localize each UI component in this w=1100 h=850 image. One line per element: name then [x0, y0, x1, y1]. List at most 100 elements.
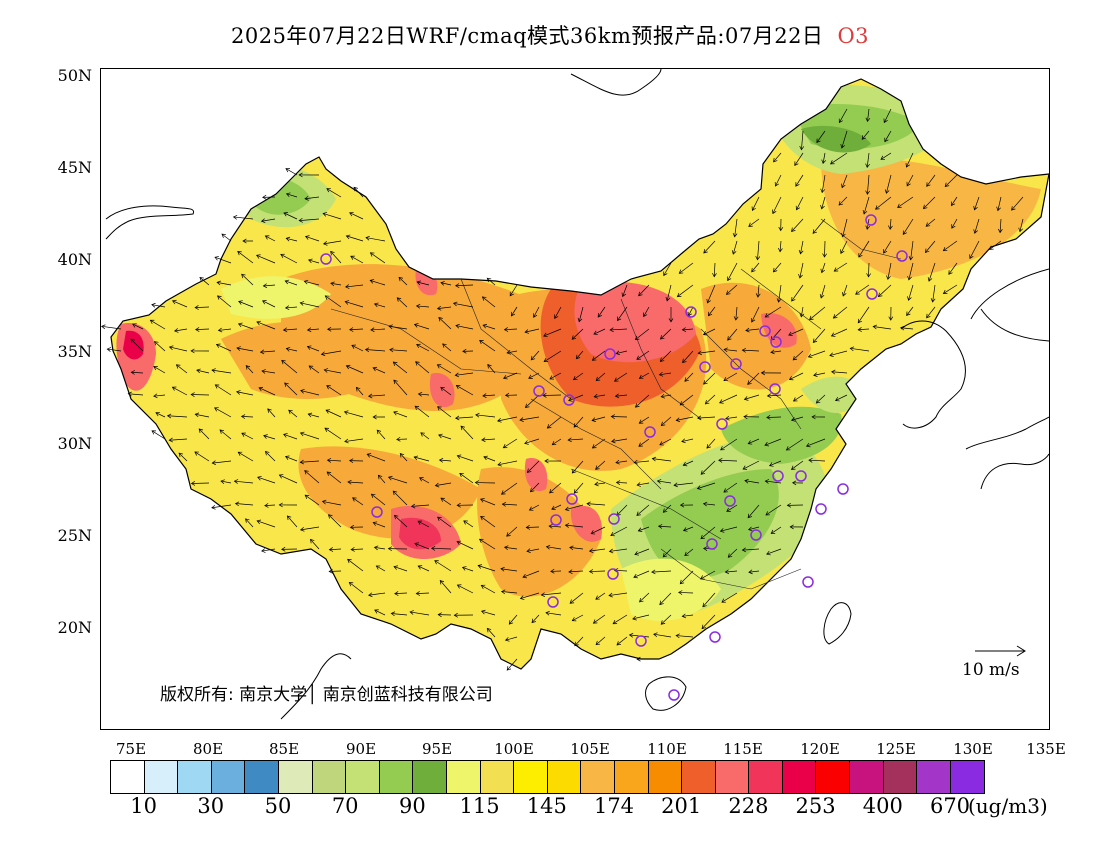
wind-arrowhead: [393, 379, 398, 385]
wind-arrowhead: [278, 474, 284, 479]
wind-arrowhead: [675, 417, 681, 423]
wind-arrowhead: [659, 357, 665, 362]
wind-arrow: [808, 350, 826, 358]
wind-arrow: [437, 364, 452, 374]
wind-arrowhead: [795, 205, 801, 211]
wind-arrowhead: [413, 323, 419, 328]
wind-arrowhead: [106, 347, 112, 352]
wind-arrowhead: [414, 542, 419, 547]
wind-arrow: [723, 482, 738, 493]
wind-arrow: [721, 592, 738, 603]
wind-arrow: [742, 548, 760, 551]
wind-arrow: [658, 525, 672, 528]
wind-arrow: [779, 240, 782, 252]
wind-arrow: [480, 516, 496, 528]
wind-arrow: [501, 591, 518, 594]
wind-arrowhead: [841, 183, 846, 189]
wind-arrow: [238, 451, 254, 462]
wind-arrowhead: [236, 346, 241, 351]
ozone-contour: [761, 313, 797, 348]
wind-scale-arrowhead: [1016, 645, 1026, 657]
wind-arrowhead: [417, 391, 423, 397]
wind-arrow: [215, 384, 232, 396]
wind-arrowhead: [501, 501, 507, 507]
ozone-contour: [701, 282, 811, 390]
wind-arrowhead: [245, 365, 251, 370]
wind-arrow: [547, 416, 562, 429]
coastline: [970, 268, 1049, 320]
wind-arrowhead: [343, 410, 349, 415]
wind-arrowhead: [326, 458, 332, 463]
wind-arrowhead: [437, 516, 442, 521]
wind-arrow: [321, 350, 342, 355]
wind-arrow: [308, 259, 320, 264]
wind-arrow: [238, 301, 254, 308]
wind-arrow: [778, 284, 782, 303]
wind-arrowhead: [608, 548, 614, 554]
wind-arrow: [724, 349, 738, 352]
wind-arrow: [172, 300, 188, 308]
wind-arrowhead: [925, 222, 931, 227]
ozone-contour: [621, 558, 721, 621]
wind-arrow: [589, 570, 606, 572]
wind-arrow: [520, 592, 540, 599]
wind-arrowhead: [237, 322, 243, 328]
wind-arrow: [622, 284, 628, 297]
wind-arrow: [908, 284, 914, 301]
wind-arrow: [568, 570, 584, 573]
wind-arrowhead: [681, 613, 687, 619]
wind-arrowhead: [791, 227, 796, 233]
wind-arrow: [287, 515, 298, 528]
wind-arrow: [839, 108, 848, 123]
title-text: 2025年07月22日WRF/cmaq模式36km预报产品:07月22日: [230, 24, 824, 48]
wind-arrow: [822, 152, 826, 164]
wind-arrowhead: [764, 313, 770, 318]
wind-arrowhead: [569, 545, 574, 551]
legend-label: 90: [399, 794, 426, 818]
wind-arrowhead: [838, 201, 844, 206]
ozone-contour: [123, 330, 144, 360]
wind-arrowhead: [264, 235, 270, 240]
wind-arrowhead: [349, 458, 354, 464]
wind-arrowhead: [865, 163, 870, 169]
wind-arrow: [928, 262, 936, 282]
wind-arrow: [167, 415, 188, 418]
wind-arrow: [502, 503, 518, 506]
wind-arrowhead: [997, 228, 1003, 234]
city-marker: [635, 635, 647, 647]
wind-arrowhead: [660, 393, 665, 399]
wind-arrowhead: [497, 418, 502, 423]
wind-arrowhead: [127, 391, 132, 397]
wind-arrow: [497, 460, 518, 466]
wind-arrow: [793, 394, 804, 402]
wind-arrow: [233, 216, 254, 220]
wind-arrowhead: [283, 212, 288, 217]
wind-arrowhead: [883, 249, 888, 254]
wind-arrowhead: [481, 437, 486, 443]
wind-arrow: [637, 482, 650, 486]
wind-arrow: [842, 218, 848, 237]
legend-label: 253: [795, 794, 836, 818]
wind-arrowhead: [283, 433, 288, 438]
wind-arrowhead: [503, 545, 509, 551]
wind-arrow: [634, 460, 650, 463]
wind-arrow: [245, 365, 254, 374]
wind-arrowhead: [888, 316, 894, 321]
wind-arrow: [393, 379, 408, 396]
wind-arrowhead: [373, 545, 379, 551]
wind-arrowhead: [304, 196, 309, 201]
wind-arrowhead: [410, 503, 416, 509]
wind-arrowhead: [725, 415, 730, 421]
wind-arrow: [349, 582, 364, 594]
wind-arrowhead: [764, 441, 769, 447]
wind-arrowhead: [813, 372, 818, 378]
wind-arrow: [281, 360, 298, 374]
wind-arrow: [258, 387, 276, 396]
wind-arrow: [261, 548, 276, 552]
wind-arrowhead: [438, 457, 444, 463]
wind-arrow: [705, 394, 716, 405]
wind-arrowhead: [477, 564, 483, 569]
wind-arrow: [615, 460, 628, 464]
wind-arrowhead: [396, 436, 401, 442]
wind-arrowhead: [519, 595, 525, 600]
